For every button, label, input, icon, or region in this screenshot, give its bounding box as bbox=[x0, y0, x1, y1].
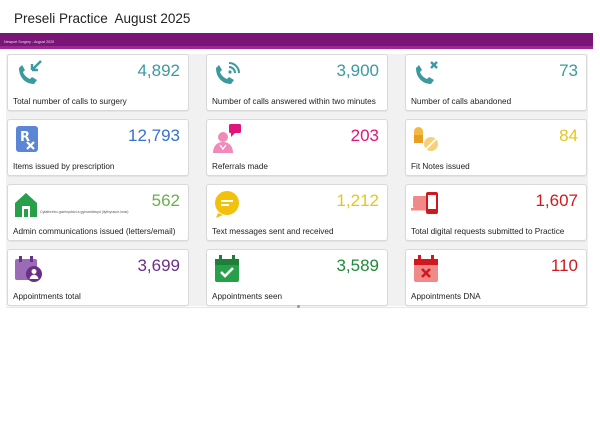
tile-prescriptions: R 12,793 Items issued by prescription bbox=[7, 119, 189, 176]
phone-incoming-icon bbox=[19, 60, 42, 84]
phone-wifi-icon bbox=[216, 62, 240, 84]
scroll-indicator[interactable] bbox=[297, 305, 300, 308]
tile-label: Fit Notes issued bbox=[411, 162, 470, 171]
tile-label: Referrals made bbox=[212, 162, 268, 171]
tile-value: 3,699 bbox=[137, 256, 180, 275]
tile-value: 1,212 bbox=[336, 191, 379, 210]
phone-missed-icon bbox=[416, 61, 438, 84]
tile-label: Appointments seen bbox=[212, 292, 283, 301]
chat-bubble-icon bbox=[215, 191, 239, 218]
pills-icon bbox=[414, 127, 438, 151]
tile-value: 84 bbox=[559, 126, 578, 145]
calendar-cross-icon bbox=[414, 255, 438, 282]
tile-calls-total: 4,892 Total number of calls to surgery bbox=[7, 54, 189, 111]
tile-fit-notes: 84 Fit Notes issued bbox=[405, 119, 587, 176]
tile-value: 3,589 bbox=[336, 256, 379, 275]
tile-text-messages: 1,212 Text messages sent and received bbox=[206, 184, 388, 241]
tile-referrals: 203 Referrals made bbox=[206, 119, 388, 176]
tile-calls-answered: 3,900 Number of calls answered within tw… bbox=[206, 54, 388, 111]
tile-label: Total number of calls to surgery bbox=[13, 97, 127, 106]
stats-grid: 4,892 Total number of calls to surgery 3… bbox=[6, 54, 588, 306]
header-banner: Newport Surgery - August 2025 bbox=[0, 33, 593, 49]
tile-appointments-total: 3,699 Appointments total bbox=[7, 249, 189, 306]
tile-value: 4,892 bbox=[137, 61, 180, 80]
tile-value: 3,900 bbox=[336, 61, 379, 80]
tile-label: Number of calls answered within two minu… bbox=[212, 97, 376, 106]
tile-label: Admin communications issued (letters/ema… bbox=[13, 227, 176, 236]
tile-appointments-seen: 3,589 Appointments seen bbox=[206, 249, 388, 306]
tile-label: Appointments total bbox=[13, 292, 81, 301]
tile-label: Text messages sent and received bbox=[212, 227, 334, 236]
calendar-person-icon bbox=[15, 256, 42, 282]
tile-welsh-note: Cyfathrebu gweinyddol a gyhoeddwyd (llyt… bbox=[40, 210, 129, 214]
tile-label: Appointments DNA bbox=[411, 292, 481, 301]
page-title: Preseli Practice August 2025 bbox=[14, 11, 191, 26]
tile-value: 110 bbox=[550, 256, 578, 275]
tile-label: Total digital requests submitted to Prac… bbox=[411, 227, 565, 236]
tile-admin-communications: Cyfathrebu gweinyddol a gyhoeddwyd (llyt… bbox=[7, 184, 189, 241]
tile-digital-requests: 1,607 Total digital requests submitted t… bbox=[405, 184, 587, 241]
banner-text: Newport Surgery - August 2025 bbox=[4, 40, 55, 44]
tile-appointments-dna: 110 Appointments DNA bbox=[405, 249, 587, 306]
tile-value: 203 bbox=[350, 126, 379, 145]
svg-text:R: R bbox=[20, 130, 30, 145]
tile-value: 73 bbox=[559, 61, 578, 80]
tile-value: 1,607 bbox=[535, 191, 578, 210]
tile-label: Number of calls abandoned bbox=[411, 97, 512, 106]
digital-devices-icon bbox=[411, 192, 438, 214]
admin-home-icon bbox=[15, 193, 37, 217]
tile-label: Items issued by prescription bbox=[13, 162, 115, 171]
tile-calls-abandoned: 73 Number of calls abandoned bbox=[405, 54, 587, 111]
tile-value: 562 bbox=[151, 191, 180, 210]
referral-person-icon bbox=[213, 124, 241, 153]
prescription-icon: R bbox=[16, 126, 38, 152]
tile-value: 12,793 bbox=[128, 126, 180, 145]
calendar-check-icon bbox=[215, 255, 239, 282]
